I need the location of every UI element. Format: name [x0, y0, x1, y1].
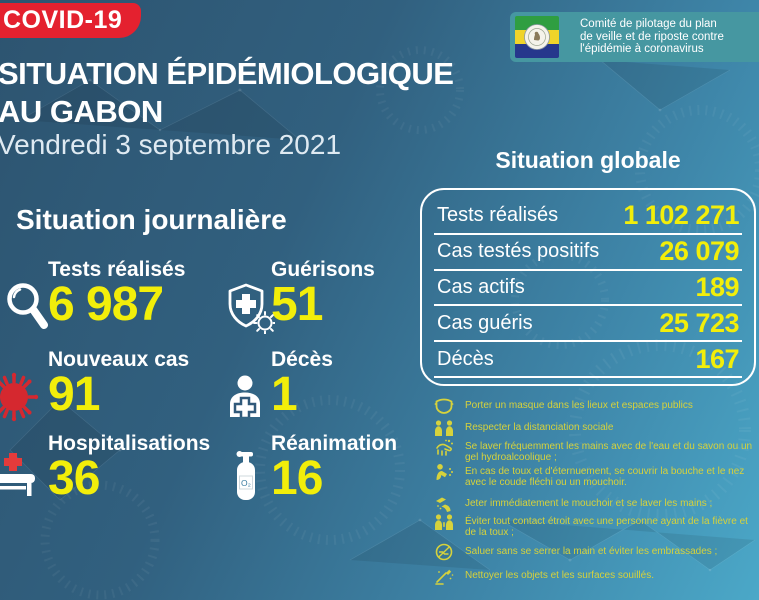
gabon-flag-icon: [515, 16, 559, 58]
measure-text: Jeter immédiatement le mouchoir et se la…: [465, 498, 713, 509]
flag-stripe-green: [515, 16, 559, 30]
stat-value: 91: [48, 368, 100, 421]
measure-item: Jeter immédiatement le mouchoir et se la…: [434, 495, 756, 518]
svg-text:O₂: O₂: [241, 478, 251, 488]
stat-label: Guérisons: [271, 258, 375, 281]
committee-line3: l'épidémie à coronavirus: [580, 43, 704, 56]
virus-icon: [0, 372, 42, 427]
page-title: SITUATION ÉPIDÉMIOLOGIQUE AU GABON: [0, 55, 454, 131]
stat-deces: Décès 1: [225, 348, 450, 421]
oxygen-tank-icon: O₂: [233, 450, 259, 507]
stat-label: Hospitalisations: [48, 432, 211, 455]
stat-label: Nouveaux cas: [48, 348, 190, 371]
row-value: 25 723: [659, 307, 739, 338]
row-label: Tests réalisés: [437, 204, 559, 227]
stat-hospitalisations: Hospitalisations 36: [0, 432, 227, 505]
measure-text: Porter un masque dans les lieux et espac…: [465, 400, 693, 411]
report-date: Vendredi 3 septembre 2021: [0, 129, 342, 160]
row-value: 189: [695, 271, 739, 302]
covid19-badge: COVID-19: [0, 3, 141, 38]
measure-item: Respecter la distanciation sociale: [434, 419, 756, 442]
measure-item: Nettoyer les objets et les surfaces soui…: [434, 567, 756, 590]
table-row: Cas guéris 25 723: [434, 306, 742, 343]
cough-elbow-icon: [434, 463, 454, 486]
hospital-bed-icon: [0, 452, 38, 501]
measure-text: En cas de toux et d'éternuement, se couv…: [465, 466, 745, 488]
measure-text: Éviter tout contact étroit avec une pers…: [465, 516, 748, 538]
row-value: 26 079: [659, 236, 739, 267]
row-label: Cas testés positifs: [437, 240, 600, 263]
row-label: Décès: [437, 347, 494, 370]
title-line1: SITUATION ÉPIDÉMIOLOGIQUE: [0, 56, 454, 91]
measure-item: Éviter tout contact étroit avec une pers…: [434, 513, 756, 538]
stat-value: 51: [271, 278, 323, 331]
stat-value: 1: [271, 368, 298, 421]
throw-tissue-icon: [434, 495, 454, 518]
stat-label: Tests réalisés: [48, 258, 186, 281]
measure-text: Respecter la distanciation sociale: [465, 422, 614, 433]
daily-section-title: Situation journalière: [16, 204, 287, 235]
measure-item: Saluer sans se serrer la main et éviter …: [434, 543, 756, 566]
flag-stripe-blue: [515, 44, 559, 58]
committee-line2: de veille et de riposte contre: [580, 30, 724, 43]
stat-tests-realises: Tests réalisés 6 987: [2, 258, 227, 331]
clean-surfaces-icon: [434, 567, 454, 590]
table-row: Décès 167: [434, 342, 742, 378]
stat-value: 36: [48, 452, 100, 505]
measure-item: Porter un masque dans les lieux et espac…: [434, 397, 756, 420]
hand-wash-icon: [434, 438, 454, 461]
committee-seal-icon: [524, 24, 550, 50]
shield-cross-virus-icon: [225, 282, 276, 339]
stat-value: 16: [271, 452, 323, 505]
person-cross-icon: [228, 375, 264, 422]
row-label: Cas guéris: [437, 311, 533, 334]
measure-text: Se laver fréquemment les mains avec de l…: [465, 441, 753, 463]
table-row: Cas actifs 189: [434, 271, 742, 307]
stat-reanimation: O₂ Réanimation 16: [225, 432, 450, 505]
committee-badge: Comité de pilotage du plan de veille et …: [510, 12, 759, 62]
title-line2: AU GABON: [0, 94, 163, 129]
stat-guerisons: Guérisons 51: [225, 258, 450, 335]
global-section-title: Situation globale: [495, 147, 681, 173]
global-stats-table: Tests réalisés 1 102 271 Cas testés posi…: [420, 188, 756, 386]
stat-value: 6 987: [48, 278, 164, 331]
measure-text: Nettoyer les objets et les surfaces soui…: [465, 570, 654, 581]
avoid-contact-icon: [434, 513, 454, 536]
measure-item: Se laver fréquemment les mains avec de l…: [434, 438, 756, 463]
measure-item: En cas de toux et d'éternuement, se couv…: [434, 463, 756, 488]
table-row: Cas testés positifs 26 079: [434, 235, 742, 271]
stat-nouveaux-cas: Nouveaux cas 91: [0, 348, 227, 422]
row-label: Cas actifs: [437, 275, 525, 298]
social-distance-icon: [434, 419, 454, 442]
no-handshake-icon: [434, 543, 454, 566]
mask-icon: [434, 397, 454, 420]
stat-label: Réanimation: [271, 432, 398, 455]
committee-line1: Comité de pilotage du plan: [580, 18, 717, 31]
measure-text: Saluer sans se serrer la main et éviter …: [465, 546, 718, 557]
row-value: 167: [695, 343, 739, 374]
stat-label: Décès: [271, 348, 333, 371]
row-value: 1 102 271: [623, 200, 739, 231]
table-row: Tests réalisés 1 102 271: [434, 199, 742, 235]
magnifier-icon: [4, 282, 48, 339]
committee-title: Comité de pilotage du plan de veille et …: [580, 18, 724, 56]
